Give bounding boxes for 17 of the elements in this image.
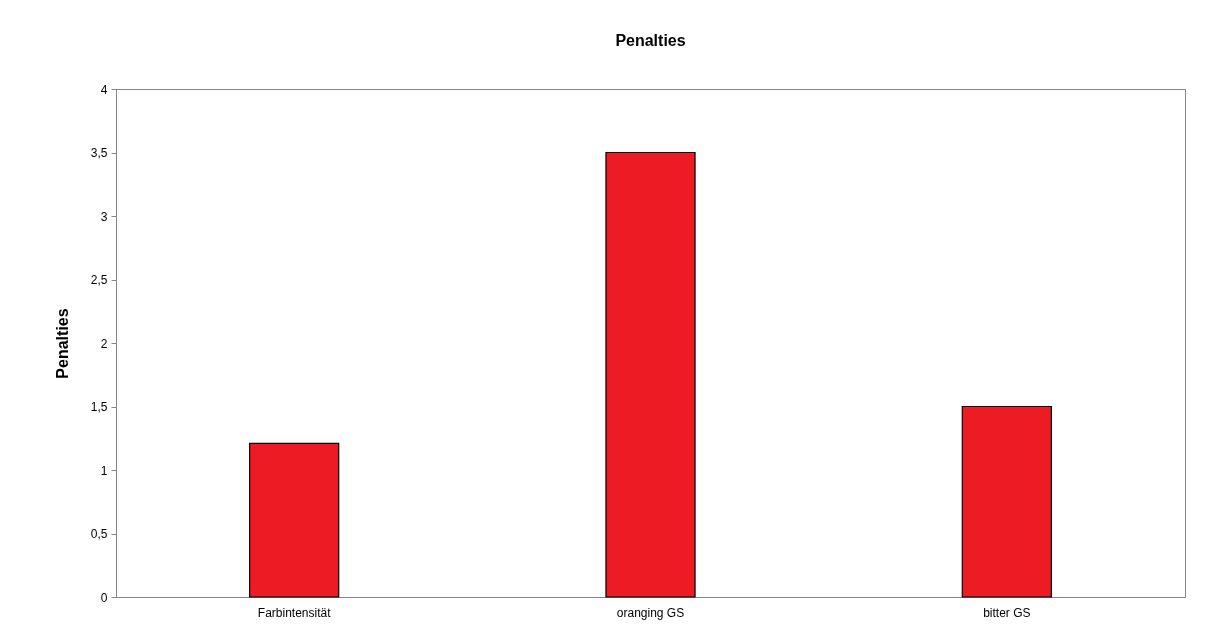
y-tick-label: 3,5: [90, 146, 108, 160]
x-tick-label: bitter GS: [983, 605, 1031, 620]
y-tick-label: 1,5: [90, 400, 108, 414]
chart-title: Penalties: [615, 32, 686, 49]
bar: [961, 405, 1052, 598]
y-tick-label: 1: [100, 463, 108, 478]
x-tick-label: oranging GS: [616, 605, 685, 620]
y-tick-label: 2: [100, 336, 108, 351]
y-axis-title: Penalties: [53, 308, 71, 379]
y-tick-label: 3: [100, 209, 108, 224]
y-tick-label: 4: [100, 82, 108, 97]
y-tick-label: 2,5: [90, 273, 108, 287]
bar: [249, 442, 340, 598]
bar: [605, 151, 696, 598]
x-tick-label: Farbintensität: [257, 605, 332, 620]
y-tick-label: 0: [100, 590, 108, 605]
y-tick-label: 0,5: [90, 527, 108, 541]
